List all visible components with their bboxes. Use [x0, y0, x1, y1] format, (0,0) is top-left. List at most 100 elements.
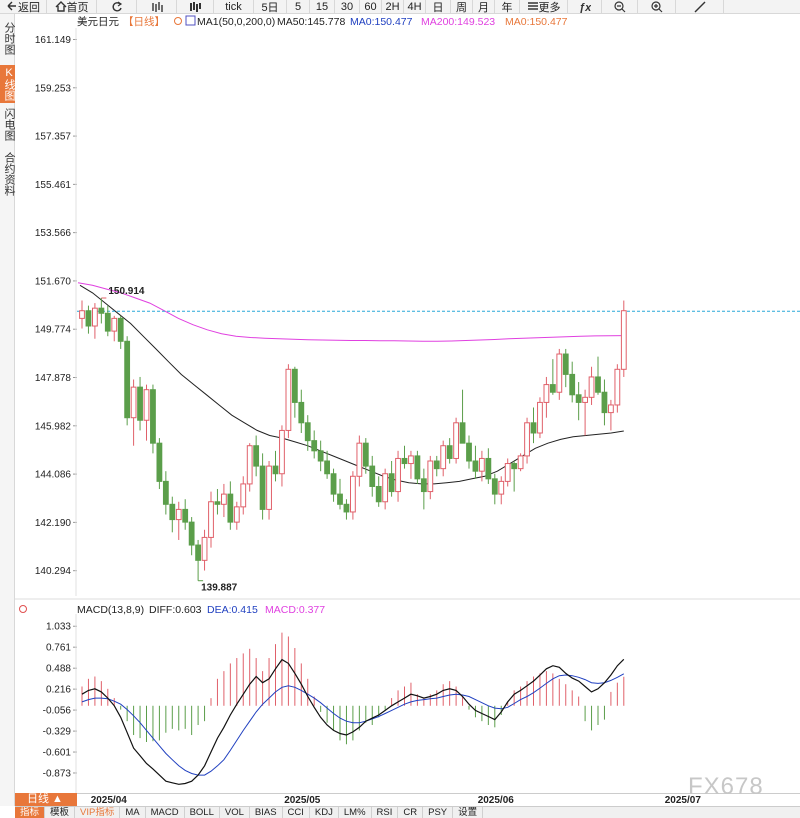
candle-body [150, 389, 156, 444]
candle-body [124, 340, 131, 419]
indicator-tab-4[interactable]: MACD [146, 807, 185, 818]
candle-body [195, 544, 201, 561]
sidebar-tab-0[interactable]: 分时图 [3, 21, 15, 55]
indicator-tab-5[interactable]: BOLL [185, 807, 220, 818]
candle-body [569, 373, 576, 396]
indicator-tab-2[interactable]: VIP指标 [75, 807, 121, 818]
toolbar-item-7[interactable]: 5 [287, 0, 310, 14]
price-tick-label: 145.982 [35, 421, 72, 432]
candle-body [221, 493, 227, 505]
toolbar-item-21[interactable] [676, 0, 724, 14]
candle-body [233, 506, 240, 523]
toolbar-item-8[interactable]: 15 [310, 0, 335, 14]
candlestick-chart-icon [151, 1, 163, 13]
candle-body [137, 386, 143, 421]
toolbar-item-12[interactable]: 4H [404, 0, 426, 14]
macd-value: MACD:0.377 [265, 604, 325, 616]
refresh-icon [111, 1, 123, 13]
candle-body [401, 457, 408, 465]
indicator-tab-7[interactable]: BIAS [250, 807, 283, 818]
candle-body [511, 463, 518, 470]
macd-legend: MACD(13,8,9) DIFF:0.603 DEA:0.415 MACD:0… [19, 604, 325, 616]
indicator-tab-14[interactable]: 设置 [453, 807, 484, 818]
moving-average-lines [77, 282, 624, 485]
toolbar-label: 日 [432, 1, 444, 14]
indicator-tab-12[interactable]: CR [398, 807, 424, 818]
candle-body [279, 429, 285, 475]
legend-ma0-b: MA0:150.477 [505, 16, 568, 28]
candle-body [479, 457, 485, 472]
price-tick-label: 151.670 [35, 276, 72, 287]
indicator-tab-10[interactable]: LM% [339, 807, 372, 818]
candle-body [214, 501, 221, 505]
candle-body [420, 478, 427, 493]
sidebar-tab-1[interactable]: K线图 [0, 65, 15, 103]
toolbar-item-13[interactable]: 日 [426, 0, 451, 14]
chart-area[interactable]: 美元日元 【日线】 MA1(50,0,200,0) MA50:145.778 M… [15, 14, 800, 793]
candle-body [79, 310, 85, 319]
candle-body [337, 493, 343, 505]
toolbar-item-14[interactable]: 周 [451, 0, 473, 14]
toolbar-item-4[interactable] [177, 0, 214, 14]
indicator-tab-0[interactable]: 指标 [15, 807, 46, 818]
candle-body [259, 465, 266, 510]
candle-body [537, 401, 543, 434]
price-tick-label: 147.878 [35, 373, 72, 384]
settings-gear-icon[interactable] [174, 17, 182, 25]
toolbar-item-17[interactable]: 更多 [520, 0, 568, 14]
macd-settings-icon[interactable] [19, 605, 27, 613]
indicator-tab-9[interactable]: KDJ [310, 807, 339, 818]
toolbar-label: 4H [407, 0, 422, 13]
candle-body [143, 389, 150, 421]
indicator-tab-13[interactable]: PSY [423, 807, 454, 818]
toolbar-item-10[interactable]: 60 [360, 0, 382, 14]
toolbar-label: 首页 [66, 1, 89, 14]
date-axis: 2025/04 2025/05 2025/06 2025/07 [15, 793, 800, 806]
candle-body [491, 478, 498, 495]
candle-body [530, 422, 537, 434]
candle-body [343, 503, 350, 513]
toolbar-item-20[interactable] [638, 0, 676, 14]
legend-ma200: MA200:149.523 [421, 16, 495, 28]
candle-body [291, 368, 298, 403]
toolbar-item-18[interactable]: ƒx [568, 0, 602, 14]
toolbar-item-6[interactable]: 5日 [254, 0, 287, 14]
macd-tick-label: -0.056 [43, 706, 72, 717]
candle-body [595, 376, 601, 393]
candle-body [182, 508, 189, 523]
draw-line-icon [694, 1, 706, 13]
ma-toggle-checkbox[interactable] [185, 15, 196, 26]
candlesticks [79, 297, 627, 581]
toolbar-item-5[interactable]: tick [214, 0, 254, 14]
candle-body [446, 445, 453, 459]
toolbar-item-19[interactable] [602, 0, 638, 14]
indicator-tab-11[interactable]: RSI [372, 807, 399, 818]
macd-tick-label: 0.216 [46, 685, 71, 696]
toolbar-item-0[interactable]: 返回 [0, 0, 47, 14]
toolbar-label: 5日 [261, 1, 279, 14]
toolbar-label: 30 [340, 0, 354, 13]
indicator-tab-1[interactable]: 模板 [45, 807, 76, 818]
toolbar-item-2[interactable] [97, 0, 137, 14]
date-label: 2025/04 [90, 795, 127, 806]
sidebar-tab-3[interactable]: 合约资料 [3, 152, 15, 196]
toolbar-item-1[interactable]: 首页 [47, 0, 97, 14]
toolbar-item-16[interactable]: 年 [495, 0, 520, 14]
macd-tick-label: 1.033 [46, 622, 71, 633]
toolbar-item-11[interactable]: 2H [382, 0, 404, 14]
low-marker: 139.887 [198, 580, 238, 594]
toolbar-item-9[interactable]: 30 [335, 0, 360, 14]
legend-ma0-a: MA0:150.477 [350, 16, 413, 28]
indicator-tab-3[interactable]: MA [120, 807, 146, 818]
toolbar: 返回 首页 tick 5日 5 15 30 60 2H 4H 日周月年 更多 ƒx [0, 0, 800, 14]
candle-body [188, 521, 195, 546]
period-selector[interactable]: 日线 ▲ [15, 793, 77, 806]
toolbar-item-3[interactable] [137, 0, 177, 14]
price-tick-label: 142.190 [35, 518, 72, 529]
toolbar-item-15[interactable]: 月 [473, 0, 495, 14]
candle-body [498, 480, 505, 495]
indicator-tab-6[interactable]: VOL [220, 807, 250, 818]
zoom-out-icon [613, 0, 626, 13]
indicator-tab-8[interactable]: CCI [283, 807, 310, 818]
sidebar-tab-2[interactable]: 闪电图 [3, 107, 15, 141]
